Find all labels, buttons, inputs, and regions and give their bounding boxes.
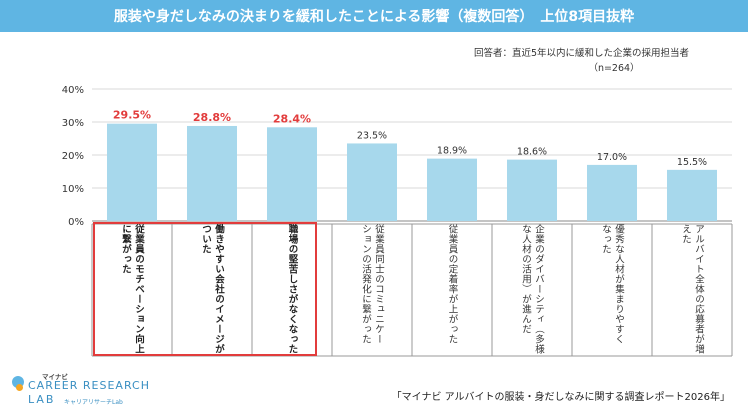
bar-3 bbox=[267, 127, 317, 221]
chart-title: 服装や身だしなみの決まりを緩和したことによる影響（複数回答） 上位8項目抜粋 bbox=[0, 0, 748, 32]
y-tick-label: 30% bbox=[62, 118, 84, 129]
logo-main-text: CAREER RESEARCH bbox=[28, 379, 150, 392]
category-label-6: 企業のダイバーシティ（多様 な人材の活用）が進んだ bbox=[492, 224, 572, 357]
logo-sub-text: キャリアリサーチLab bbox=[64, 399, 123, 406]
bar-8 bbox=[667, 169, 717, 221]
data-label-8: 15.5% bbox=[677, 157, 707, 168]
logo-top-text: マイナビ bbox=[42, 373, 68, 381]
bar-5 bbox=[427, 158, 477, 221]
data-label-5: 18.9% bbox=[437, 146, 467, 157]
category-label-line-1: 従業員同士のコミュニケー bbox=[373, 224, 384, 344]
y-tick-label: 0% bbox=[68, 217, 84, 228]
category-label-5: 従業員の定着率が上がった bbox=[412, 224, 492, 357]
category-label-line-2: ついた bbox=[200, 224, 211, 254]
logo-dot-icon bbox=[16, 384, 23, 391]
bar-6 bbox=[507, 159, 557, 221]
bar-7 bbox=[587, 164, 637, 221]
category-label-4: 従業員同士のコミュニケー ションの活発化に繋がった bbox=[332, 224, 412, 357]
respondent-sample-size: （n=264） bbox=[588, 63, 640, 74]
category-label-line-2: に繋がった bbox=[120, 224, 131, 274]
y-tick-label: 20% bbox=[62, 151, 84, 162]
logo-lab-text: LAB bbox=[28, 393, 56, 406]
highlight-box bbox=[93, 222, 317, 356]
category-label-line-1: 働きやすい会社のイメージが bbox=[213, 224, 224, 354]
category-label-7: 優秀な人材が集まりやすく なった bbox=[572, 224, 652, 357]
bar-4 bbox=[347, 143, 397, 221]
bar-2 bbox=[187, 125, 237, 221]
bar-1 bbox=[107, 123, 157, 221]
data-label-4: 23.5% bbox=[357, 130, 387, 141]
respondent-line-1: 回答者：直近5年以内に緩和した企業の採用担当者 bbox=[474, 48, 690, 59]
career-research-lab-logo: マイナビ CAREER RESEARCH LAB キャリアリサーチLab bbox=[12, 370, 172, 410]
category-label-1: 従業員のモチベーション向上 に繋がった bbox=[92, 224, 172, 357]
category-label-line-2: な人材の活用）が進んだ bbox=[520, 224, 531, 334]
category-label-line-1: 企業のダイバーシティ（多様 bbox=[533, 224, 544, 354]
category-label-2: 働きやすい会社のイメージが ついた bbox=[172, 224, 252, 357]
category-label-3: 職場の堅苦しさがなくなった bbox=[252, 224, 332, 357]
category-label-line-1: 従業員の定着率が上がった bbox=[446, 224, 458, 344]
respondent-note: 回答者：直近5年以内に緩和した企業の採用担当者 （n=264） bbox=[474, 46, 694, 76]
data-label-3: 28.4% bbox=[273, 112, 311, 125]
y-tick-label: 10% bbox=[62, 184, 84, 195]
source-note: 「マイナビ アルバイトの服装・身だしなみに関する調査レポート2026年」 bbox=[391, 392, 730, 403]
category-label-line-2: えた bbox=[680, 224, 691, 244]
category-label-line-1: 従業員のモチベーション向上 bbox=[133, 224, 144, 354]
category-label-8: アルバイト全体の応募者が増 えた bbox=[652, 224, 732, 357]
data-label-7: 17.0% bbox=[597, 152, 627, 163]
category-label-line-2: ションの活発化に繋がった bbox=[360, 224, 371, 344]
category-label-line-1: アルバイト全体の応募者が増 bbox=[693, 224, 704, 354]
category-label-line-1: 職場の堅苦しさがなくなった bbox=[286, 224, 298, 354]
data-label-2: 28.8% bbox=[193, 111, 231, 124]
data-label-6: 18.6% bbox=[517, 147, 547, 158]
data-label-1: 29.5% bbox=[113, 109, 151, 122]
category-label-line-1: 優秀な人材が集まりやすく bbox=[613, 224, 624, 344]
y-tick-label: 40% bbox=[62, 85, 84, 96]
category-label-line-2: なった bbox=[600, 224, 611, 254]
